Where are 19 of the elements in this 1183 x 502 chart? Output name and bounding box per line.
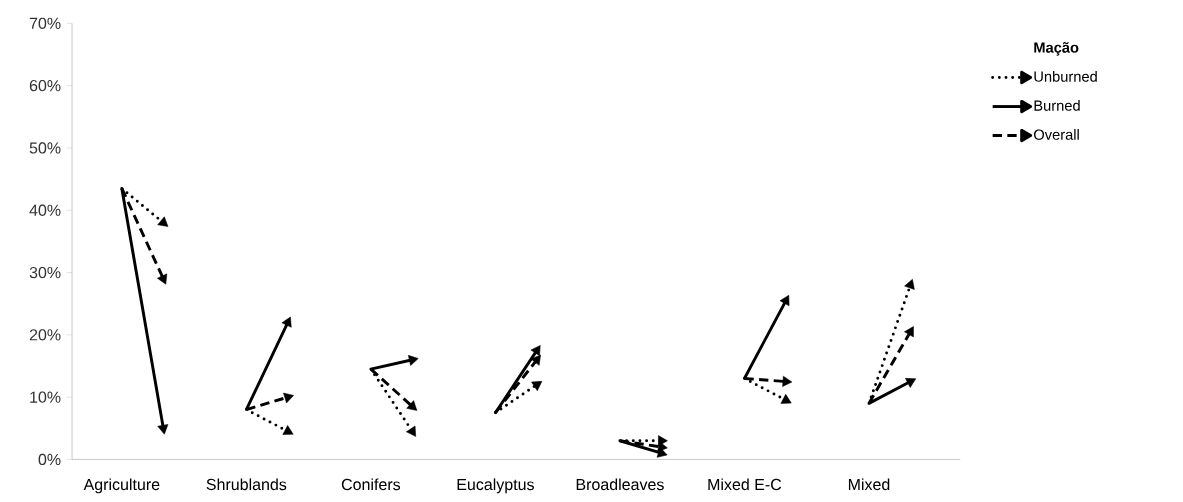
y-tick-label: 50%: [29, 142, 61, 154]
x-tick-label: Agriculture: [83, 478, 160, 494]
x-tick-label: Eucalyptus: [457, 478, 534, 494]
y-tick-label: 0%: [38, 453, 61, 466]
legend-label: Unburned: [1034, 70, 1097, 82]
x-tick-label: Broadleaves: [576, 478, 664, 491]
y-tick-label: 60%: [29, 79, 61, 92]
y-tick-label: 70%: [29, 17, 61, 29]
legend-label: Overall: [1034, 129, 1079, 140]
x-tick-label: Shrublands: [206, 478, 287, 491]
y-tick-label: 40%: [29, 204, 61, 216]
x-tick-label: Conifers: [341, 478, 401, 491]
x-tick-label: Mixed: [848, 478, 890, 491]
x-tick-label: Mixed E-C: [708, 478, 782, 491]
y-tick-label: 10%: [30, 391, 61, 403]
y-tick-label: 30%: [29, 266, 61, 279]
y-tick-label: 20%: [29, 329, 61, 341]
legend-label: Burned: [1034, 99, 1080, 111]
legend-title: Mação: [1034, 41, 1079, 56]
